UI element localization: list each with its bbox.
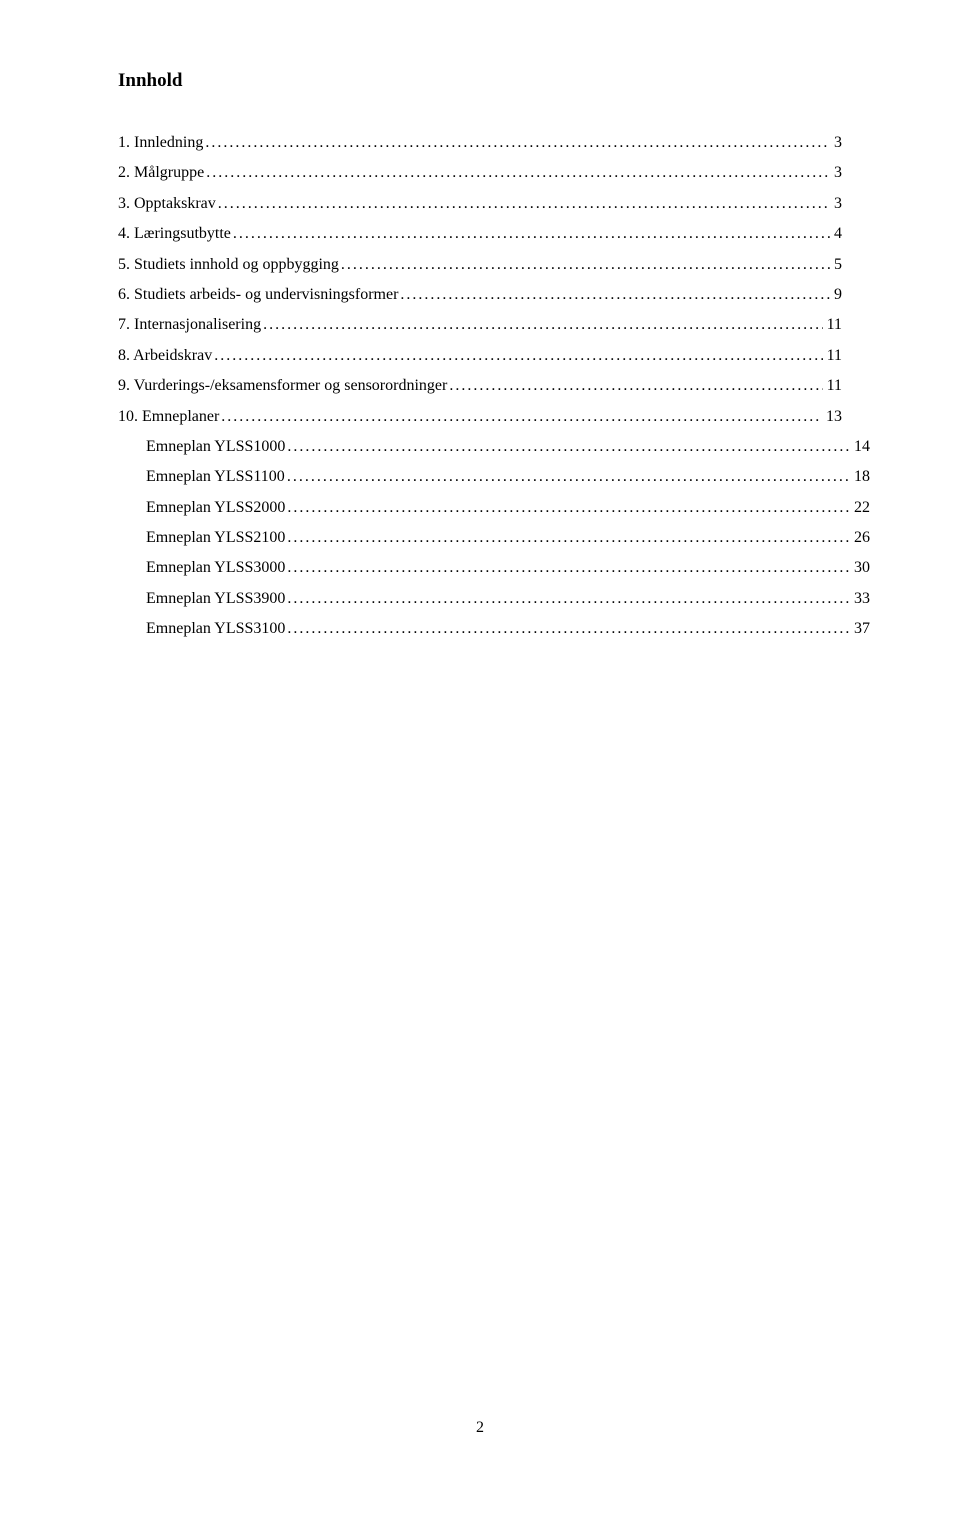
toc-row: 5. Studiets innhold og oppbygging.......… (118, 250, 842, 280)
toc-leader-dots: ........................................… (447, 371, 822, 401)
toc-entry-label: 7. Internasjonalisering (118, 310, 261, 340)
toc-leader-dots: ........................................… (216, 189, 830, 219)
toc-row: 9. Vurderings-/eksamensformer og sensoro… (118, 371, 842, 401)
toc-row: Emneplan YLSS3000.......................… (118, 553, 870, 583)
toc-leader-dots: ........................................… (285, 553, 850, 583)
toc-entry-label: Emneplan YLSS3000 (146, 553, 285, 583)
toc-entry-label: Emneplan YLSS3900 (146, 584, 285, 614)
toc-row: 1. Innledning...........................… (118, 128, 842, 158)
toc-leader-dots: ........................................… (339, 250, 830, 280)
toc-row: 6. Studiets arbeids- og undervisningsfor… (118, 280, 842, 310)
toc-row: Emneplan YLSS2100.......................… (118, 523, 870, 553)
toc-entry-label: 1. Innledning (118, 128, 203, 158)
toc-row: Emneplan YLSS1100.......................… (118, 462, 870, 492)
toc-entry-page: 14 (850, 432, 870, 462)
toc-entry-page: 11 (823, 341, 842, 371)
toc-row: Emneplan YLSS3900.......................… (118, 584, 870, 614)
toc-entry-label: 4. Læringsutbytte (118, 219, 231, 249)
toc-entry-label: 2. Målgruppe (118, 158, 204, 188)
toc-entry-page: 18 (850, 462, 870, 492)
toc-leader-dots: ........................................… (398, 280, 830, 310)
toc-entry-label: 8. Arbeidskrav (118, 341, 212, 371)
toc-entry-page: 22 (850, 493, 870, 523)
toc-leader-dots: ........................................… (203, 128, 830, 158)
toc-entry-label: 3. Opptakskrav (118, 189, 216, 219)
toc-row: 10. Emneplaner..........................… (118, 402, 842, 432)
toc-entry-label: Emneplan YLSS2000 (146, 493, 285, 523)
toc-entry-label: 10. Emneplaner (118, 402, 219, 432)
toc-row: Emneplan YLSS2000.......................… (118, 493, 870, 523)
toc-title: Innhold (118, 70, 842, 92)
toc-entry-page: 9 (830, 280, 842, 310)
toc-row: 3. Opptakskrav..........................… (118, 189, 842, 219)
toc-entry-page: 3 (830, 189, 842, 219)
toc-entry-page: 5 (830, 250, 842, 280)
toc-entry-page: 3 (830, 158, 842, 188)
toc-row: 8. Arbeidskrav..........................… (118, 341, 842, 371)
toc-entry-page: 11 (823, 310, 842, 340)
toc-leader-dots: ........................................… (219, 402, 822, 432)
toc-entry-page: 26 (850, 523, 870, 553)
toc-row: 4. Læringsutbytte.......................… (118, 219, 842, 249)
toc-entry-label: Emneplan YLSS1100 (146, 462, 285, 492)
page-number: 2 (0, 1419, 960, 1437)
toc-leader-dots: ........................................… (285, 584, 850, 614)
toc-entry-label: Emneplan YLSS2100 (146, 523, 285, 553)
toc-leader-dots: ........................................… (285, 493, 850, 523)
toc-entry-page: 3 (830, 128, 842, 158)
toc-entry-label: 9. Vurderings-/eksamensformer og sensoro… (118, 371, 447, 401)
toc-leader-dots: ........................................… (285, 462, 850, 492)
toc-row: 2. Målgruppe............................… (118, 158, 842, 188)
toc-leader-dots: ........................................… (231, 219, 830, 249)
toc-row: Emneplan YLSS3100.......................… (118, 614, 870, 644)
toc-entry-page: 30 (850, 553, 870, 583)
toc-entry-label: 5. Studiets innhold og oppbygging (118, 250, 339, 280)
toc-entry-label: 6. Studiets arbeids- og undervisningsfor… (118, 280, 398, 310)
table-of-contents: 1. Innledning...........................… (118, 128, 842, 645)
toc-entry-label: Emneplan YLSS1000 (146, 432, 285, 462)
toc-entry-page: 11 (823, 371, 842, 401)
toc-leader-dots: ........................................… (285, 432, 850, 462)
toc-entry-label: Emneplan YLSS3100 (146, 614, 285, 644)
toc-entry-page: 37 (850, 614, 870, 644)
toc-entry-page: 13 (822, 402, 842, 432)
toc-leader-dots: ........................................… (285, 614, 850, 644)
toc-leader-dots: ........................................… (285, 523, 850, 553)
toc-leader-dots: ........................................… (204, 158, 830, 188)
toc-entry-page: 33 (850, 584, 870, 614)
toc-leader-dots: ........................................… (212, 341, 822, 371)
toc-row: 7. Internasjonalisering.................… (118, 310, 842, 340)
toc-row: Emneplan YLSS1000.......................… (118, 432, 870, 462)
toc-leader-dots: ........................................… (261, 310, 823, 340)
toc-entry-page: 4 (830, 219, 842, 249)
